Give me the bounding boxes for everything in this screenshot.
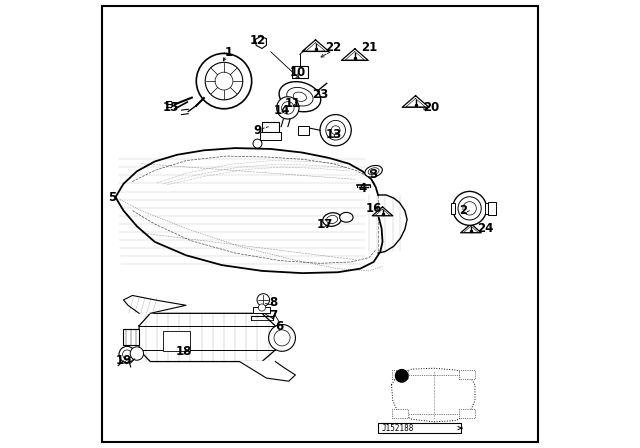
Text: 22: 22 [325, 41, 342, 54]
Text: 20: 20 [424, 101, 440, 114]
Polygon shape [139, 313, 275, 362]
Circle shape [259, 304, 266, 311]
Text: 24: 24 [477, 222, 493, 235]
Polygon shape [255, 36, 266, 48]
Text: 2: 2 [459, 204, 467, 217]
Circle shape [130, 347, 143, 360]
Text: 9: 9 [253, 124, 262, 137]
Polygon shape [402, 96, 429, 107]
Circle shape [269, 324, 296, 351]
Text: 11: 11 [285, 97, 301, 110]
Text: 3: 3 [369, 168, 378, 181]
FancyBboxPatch shape [262, 122, 279, 132]
Bar [460, 370, 476, 379]
Circle shape [452, 191, 486, 225]
Text: 10: 10 [289, 66, 306, 79]
Text: J152188: J152188 [381, 424, 414, 433]
Text: 23: 23 [312, 88, 328, 101]
FancyBboxPatch shape [163, 331, 189, 351]
Text: 16: 16 [365, 202, 382, 215]
Text: 7: 7 [269, 309, 277, 322]
FancyBboxPatch shape [378, 423, 461, 433]
Text: 4: 4 [358, 182, 367, 195]
Polygon shape [372, 207, 393, 216]
Text: 19: 19 [115, 354, 132, 367]
Circle shape [119, 346, 135, 362]
FancyBboxPatch shape [253, 307, 270, 313]
FancyBboxPatch shape [260, 132, 281, 140]
Text: 5: 5 [108, 191, 116, 204]
Text: 13: 13 [325, 128, 342, 141]
Text: 21: 21 [361, 41, 377, 54]
Bar [392, 370, 408, 379]
Ellipse shape [365, 165, 382, 177]
Bar [392, 409, 408, 418]
FancyBboxPatch shape [451, 203, 455, 214]
Text: 6: 6 [276, 320, 284, 333]
FancyBboxPatch shape [484, 203, 489, 214]
Polygon shape [461, 224, 481, 233]
Circle shape [320, 115, 351, 146]
Polygon shape [115, 148, 383, 273]
FancyBboxPatch shape [488, 202, 497, 215]
Polygon shape [239, 362, 296, 381]
Polygon shape [124, 296, 186, 313]
Text: 12: 12 [250, 34, 266, 47]
Polygon shape [296, 86, 316, 95]
FancyBboxPatch shape [292, 66, 308, 78]
Polygon shape [341, 49, 368, 60]
Polygon shape [302, 40, 329, 52]
Circle shape [257, 294, 269, 306]
Text: 17: 17 [316, 217, 333, 231]
Ellipse shape [323, 213, 341, 226]
FancyBboxPatch shape [298, 126, 309, 135]
Bar [460, 409, 476, 418]
Ellipse shape [340, 212, 353, 222]
Ellipse shape [279, 82, 321, 112]
Text: 15: 15 [162, 101, 179, 114]
FancyBboxPatch shape [123, 329, 139, 345]
Text: 8: 8 [269, 296, 277, 309]
Circle shape [276, 97, 299, 119]
Text: 1: 1 [225, 46, 232, 59]
Text: 18: 18 [175, 345, 192, 358]
Circle shape [196, 53, 252, 109]
Text: 14: 14 [274, 103, 290, 116]
Circle shape [253, 139, 262, 148]
Circle shape [396, 370, 408, 382]
